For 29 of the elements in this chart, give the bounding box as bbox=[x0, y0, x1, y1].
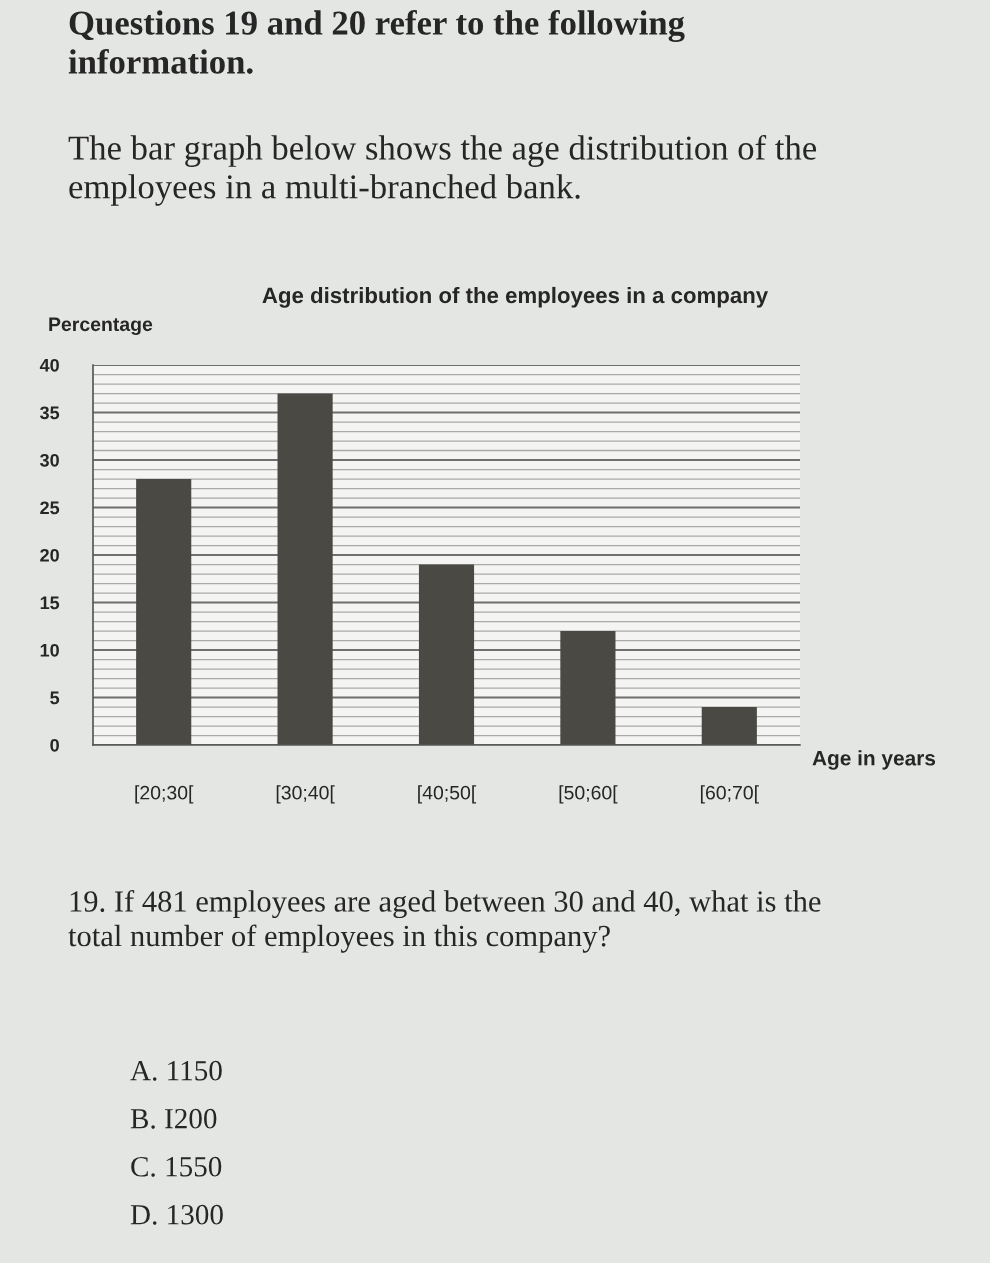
text: A. 1150 bbox=[130, 1060, 222, 1081]
y-tick-label: 10 bbox=[40, 643, 59, 657]
x-tick-label: [60;70[ bbox=[700, 785, 759, 804]
x-tick-label: [40;50[ bbox=[418, 785, 477, 804]
y-tick-label: 35 bbox=[40, 406, 60, 420]
x-tick-label: [30;40[ bbox=[276, 785, 335, 804]
y-tick-label: 5 bbox=[50, 691, 60, 705]
bar bbox=[418, 564, 475, 745]
text: D. 1300 bbox=[130, 1204, 223, 1225]
text: B. I200 bbox=[130, 1108, 217, 1129]
bar bbox=[277, 393, 333, 745]
y-tick-label: 15 bbox=[40, 596, 60, 610]
y-tick-label: 30 bbox=[40, 453, 59, 467]
text: The bar graph below shows the age distribution of the employees in a multi-branched bank. bbox=[68, 135, 817, 206]
y-axis-title: Percentage bbox=[49, 317, 153, 336]
y-tick-label: 25 bbox=[40, 501, 60, 515]
y-tick-label: 20 bbox=[40, 548, 59, 562]
x-axis-title: Age in years bbox=[812, 750, 936, 770]
x-tick-label: [50;60[ bbox=[559, 785, 618, 804]
y-tick-label: 0 bbox=[50, 738, 59, 752]
y-tick-label: 40 bbox=[39, 358, 59, 372]
chart-title: Age distribution of the employees in a company bbox=[262, 286, 769, 308]
text: C. 1550 bbox=[131, 1156, 222, 1177]
text: Questions 19 and 20 refer to the following information. bbox=[68, 10, 685, 74]
bar bbox=[136, 479, 192, 745]
x-tick-label: [20;30[ bbox=[135, 785, 194, 804]
bar bbox=[701, 707, 757, 745]
text: 19. If 481 employees are aged between 30 and 40, what is the total number of employees in this company? bbox=[68, 890, 821, 953]
bar bbox=[560, 631, 616, 745]
